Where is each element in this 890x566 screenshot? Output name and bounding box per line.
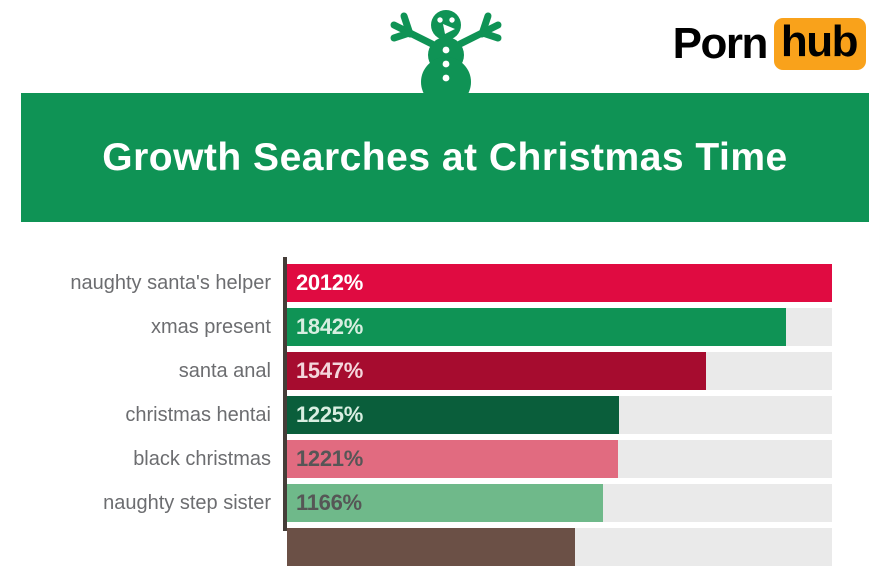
bar-track: 1842% [287, 308, 832, 346]
category-label: santa anal [178, 360, 271, 382]
bar-row: xmas present 1842% [0, 308, 890, 346]
bar-fill: 1225% [287, 396, 619, 434]
bar-value: 1547% [296, 358, 364, 383]
bar-track [287, 528, 832, 566]
bar-value: 1166% [296, 490, 362, 515]
bar-fill: 1221% [287, 440, 618, 478]
category-label: naughty santa's helper [70, 272, 271, 294]
bar-track: 1547% [287, 352, 832, 390]
logo-text-hub: hub [773, 18, 866, 70]
category-label: xmas present [150, 316, 271, 338]
bar-fill-partial [287, 528, 575, 566]
bar-row: naughty step sister 1166% [0, 484, 890, 522]
bar-value: 2012% [296, 270, 364, 295]
bar-row: santa anal 1547% [0, 352, 890, 390]
bar-row: naughty santa's helper 2012% [0, 264, 890, 302]
snowman-icon [390, 10, 502, 93]
chart-axis-line [283, 257, 287, 531]
bar-track: 1166% [287, 484, 832, 522]
bar-row: black christmas 1221% [0, 440, 890, 478]
bar-fill: 1547% [287, 352, 707, 390]
bar-fill: 1842% [287, 308, 786, 346]
bar-row-partial [0, 528, 890, 566]
pornhub-logo: Porn hub [673, 18, 866, 70]
page-title: Growth Searches at Christmas Time [102, 135, 788, 179]
title-banner: Growth Searches at Christmas Time [21, 93, 869, 222]
bar-value: 1225% [296, 402, 364, 427]
bar-track: 1225% [287, 396, 832, 434]
bar-row: christmas hentai 1225% [0, 396, 890, 434]
category-label: naughty step sister [103, 492, 271, 514]
category-label: christmas hentai [125, 404, 271, 426]
bar-track: 1221% [287, 440, 832, 478]
bar-track: 2012% [287, 264, 832, 302]
bar-chart: naughty santa's helper 2012% xmas presen… [0, 264, 890, 566]
category-label: black christmas [133, 448, 271, 470]
bar-value: 1221% [296, 446, 364, 471]
category-label [0, 528, 271, 566]
bar-value: 1842% [296, 314, 364, 339]
bar-fill: 1166% [287, 484, 603, 522]
bar-fill: 2012% [287, 264, 832, 302]
logo-text-porn: Porn [672, 19, 769, 68]
